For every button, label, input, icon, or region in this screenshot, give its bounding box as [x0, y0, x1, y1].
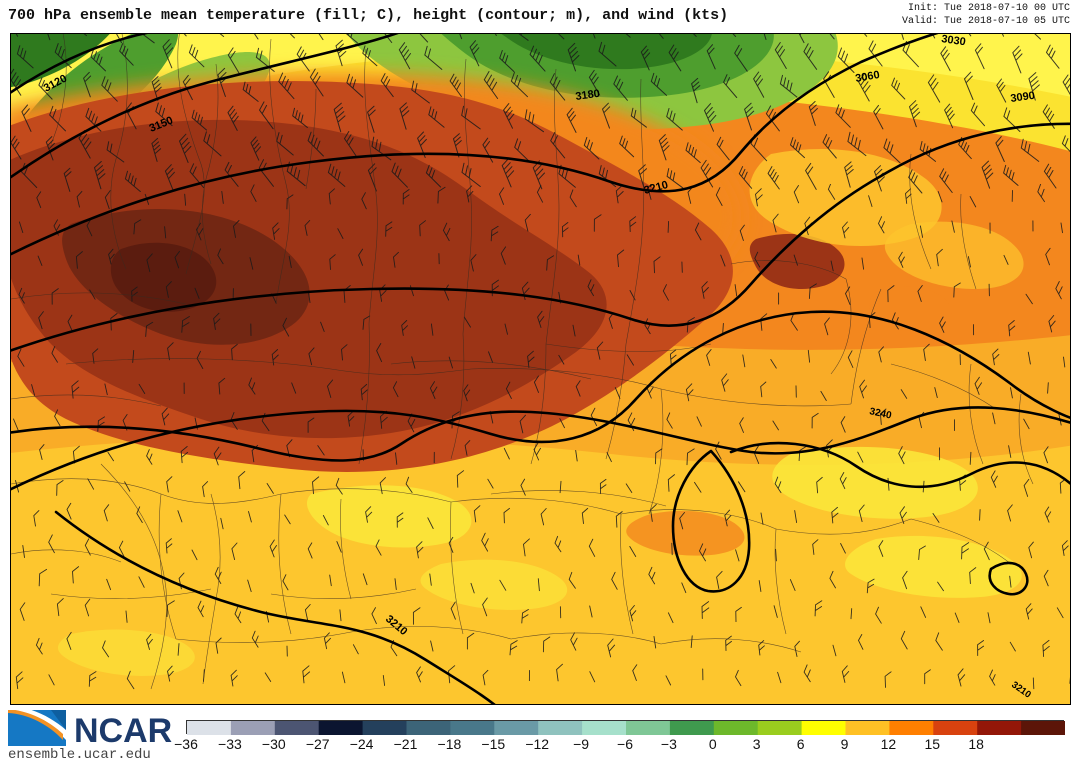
svg-text:NCAR: NCAR: [74, 712, 172, 750]
svg-text:ensemble.ucar.edu: ensemble.ucar.edu: [8, 747, 151, 763]
